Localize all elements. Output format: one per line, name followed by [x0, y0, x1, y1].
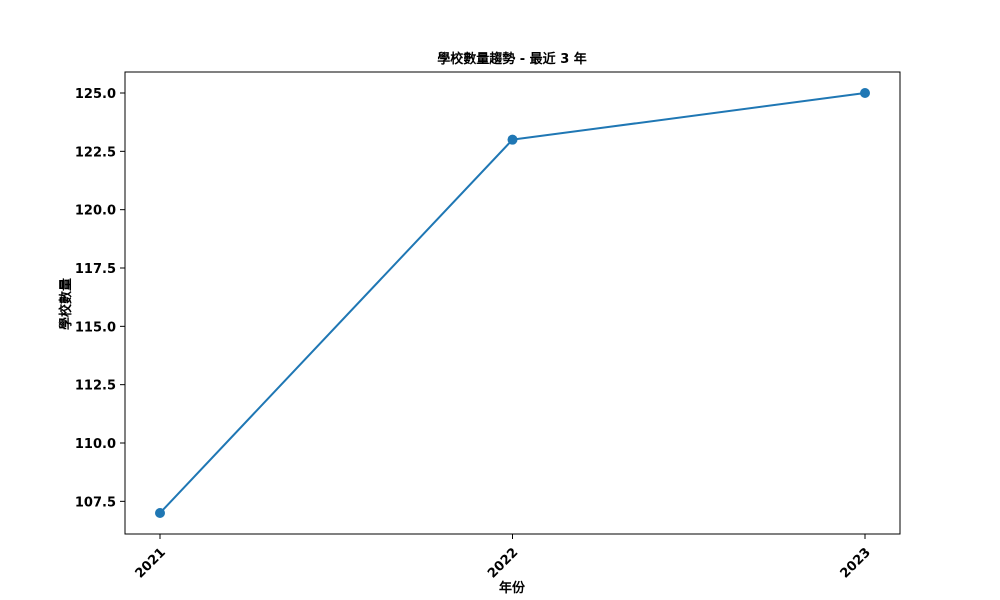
y-tick-label: 112.5	[75, 379, 116, 394]
x-tick-label: 2021	[133, 545, 169, 581]
series-layer	[155, 88, 870, 518]
y-axis-ticks: 107.5 110.0 112.5 115.0 117.5 120.0 122.5 125.0	[75, 87, 125, 510]
data-point-marker	[155, 508, 165, 518]
x-axis-ticks: 2021 2022 2023	[133, 534, 874, 581]
y-tick-label: 120.0	[75, 204, 116, 219]
y-tick-label: 107.5	[75, 495, 116, 510]
data-point-marker	[860, 88, 870, 98]
y-tick-label: 115.0	[75, 320, 116, 335]
y-tick-label: 110.0	[75, 437, 116, 452]
data-point-marker	[507, 134, 518, 145]
plot-area	[124, 71, 901, 535]
chart-title: 學校數量趨勢 - 最近 3 年	[437, 51, 587, 67]
y-tick-label: 125.0	[75, 87, 116, 102]
y-tick-label: 117.5	[75, 262, 116, 277]
y-tick-label: 122.5	[75, 145, 116, 160]
y-axis-label: 學校數量	[58, 278, 74, 330]
x-tick-label: 2022	[485, 545, 521, 581]
x-axis-label: 年份	[499, 580, 526, 596]
x-tick-label: 2023	[838, 545, 874, 581]
